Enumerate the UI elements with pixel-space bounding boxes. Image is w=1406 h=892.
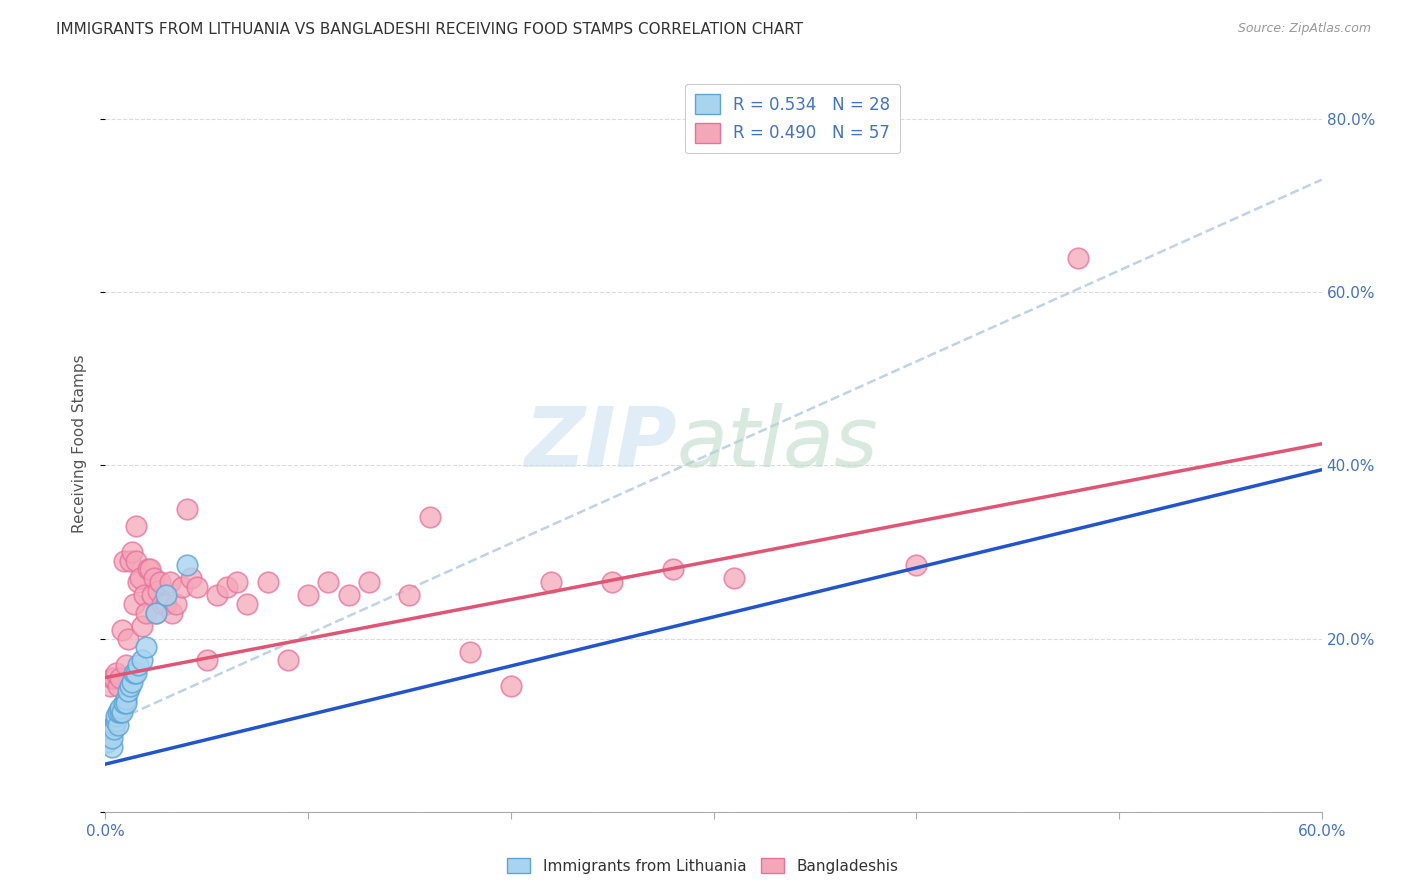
Point [150,597,173,611]
Point [458,644,481,658]
Point [145,606,167,620]
Point [114,697,136,711]
Point [149,575,172,590]
Point [236,597,259,611]
Point [127,575,149,590]
Point [176,558,198,572]
Point [145,606,167,620]
Point [122,666,145,681]
Point [112,554,135,568]
Point [195,653,218,667]
Point [129,571,152,585]
Point [131,618,153,632]
Point [419,510,441,524]
Point [162,606,184,620]
Point [226,575,249,590]
Point [108,701,131,715]
Point [104,714,127,728]
Point [1067,251,1090,265]
Point [357,575,380,590]
Point [98,727,121,741]
Text: ZIP: ZIP [524,403,678,484]
Point [662,562,685,576]
Point [98,723,121,737]
Point [125,519,148,533]
Point [125,666,148,681]
Point [121,545,143,559]
Y-axis label: Receiving Food Stamps: Receiving Food Stamps [72,354,87,533]
Point [277,653,299,667]
Point [172,580,194,594]
Point [118,679,141,693]
Legend: Immigrants from Lithuania, Bangladeshis: Immigrants from Lithuania, Bangladeshis [502,852,904,880]
Point [117,683,139,698]
Point [186,580,208,594]
Point [143,571,166,585]
Point [540,575,562,590]
Point [107,679,129,693]
Point [107,718,129,732]
Point [159,575,181,590]
Point [318,575,340,590]
Point [103,718,125,732]
Point [155,597,177,611]
Point [723,571,745,585]
Point [297,588,319,602]
Point [103,671,125,685]
Point [100,671,122,685]
Point [121,674,143,689]
Point [112,697,135,711]
Point [499,679,522,693]
Point [117,632,139,646]
Point [107,705,129,719]
Point [114,657,136,672]
Legend: R = 0.534   N = 28, R = 0.490   N = 57: R = 0.534 N = 28, R = 0.490 N = 57 [685,84,900,153]
Point [205,588,228,602]
Point [135,606,157,620]
Point [125,554,148,568]
Point [398,588,420,602]
Point [256,575,278,590]
Point [100,739,122,754]
Text: atlas: atlas [678,403,879,484]
Point [165,597,187,611]
Point [103,723,125,737]
Point [139,562,162,576]
Point [118,554,141,568]
Point [176,501,198,516]
Point [141,588,163,602]
Point [132,588,155,602]
Point [180,571,202,585]
Point [600,575,623,590]
Point [104,666,127,681]
Text: IMMIGRANTS FROM LITHUANIA VS BANGLADESHI RECEIVING FOOD STAMPS CORRELATION CHART: IMMIGRANTS FROM LITHUANIA VS BANGLADESHI… [56,22,803,37]
Point [131,653,153,667]
Point [127,657,149,672]
Point [114,692,136,706]
Point [104,709,127,723]
Point [96,735,118,749]
Point [136,562,159,576]
Point [98,679,121,693]
Point [100,731,122,746]
Point [905,558,928,572]
Point [108,705,131,719]
Point [111,705,134,719]
Text: Source: ZipAtlas.com: Source: ZipAtlas.com [1237,22,1371,36]
Point [111,623,134,637]
Point [146,583,169,598]
Point [108,671,131,685]
Point [122,597,145,611]
Point [155,588,177,602]
Point [217,580,239,594]
Point [337,588,360,602]
Point [135,640,157,655]
